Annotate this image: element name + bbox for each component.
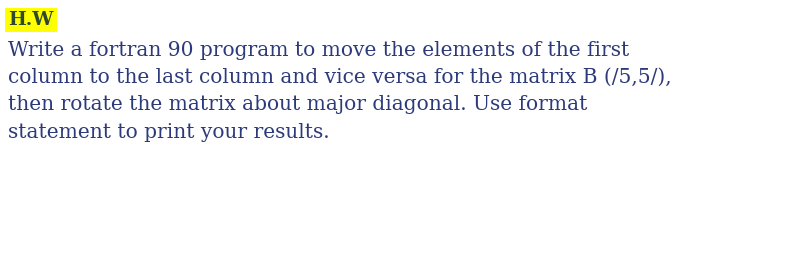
- Text: H.W: H.W: [8, 11, 54, 29]
- Text: Write a fortran 90 program to move the elements of the first
column to the last : Write a fortran 90 program to move the e…: [8, 41, 672, 142]
